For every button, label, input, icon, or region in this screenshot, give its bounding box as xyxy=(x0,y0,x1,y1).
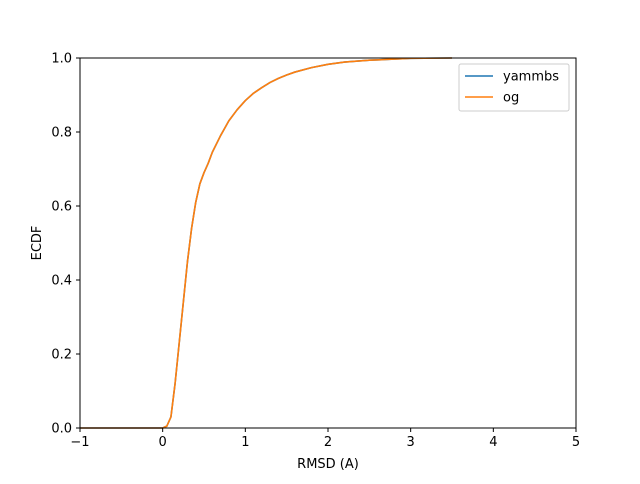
y-tick-label: 0.6 xyxy=(51,200,72,215)
series-line-og xyxy=(80,57,453,429)
axes-layer: −1 0 1 2 3 4 5 0.0 0.2 0.4 0.6 0.8 1.0 xyxy=(51,52,580,451)
y-tick-label: 0.0 xyxy=(51,422,72,437)
legend: yammbs og xyxy=(458,63,570,112)
legend-label-yammbs: yammbs xyxy=(503,70,559,85)
y-axis-label: ECDF xyxy=(30,226,45,261)
legend-label-og: og xyxy=(503,91,519,106)
x-tick-label: 5 xyxy=(572,435,580,450)
x-tick-label: −1 xyxy=(70,435,89,450)
x-tick-label: 1 xyxy=(241,435,249,450)
y-tick-label: 0.4 xyxy=(51,274,72,289)
y-tick-label: 0.8 xyxy=(51,126,72,141)
x-tick-label: 4 xyxy=(489,435,497,450)
y-tick-label: 0.2 xyxy=(51,348,72,363)
series-layer xyxy=(80,57,453,429)
x-tick-label: 3 xyxy=(407,435,415,450)
x-axis-label: RMSD (A) xyxy=(297,457,359,472)
y-tick-label: 1.0 xyxy=(51,52,72,67)
plot-area xyxy=(80,58,576,428)
x-tick-label: 2 xyxy=(324,435,332,450)
x-tick-label: 0 xyxy=(159,435,167,450)
